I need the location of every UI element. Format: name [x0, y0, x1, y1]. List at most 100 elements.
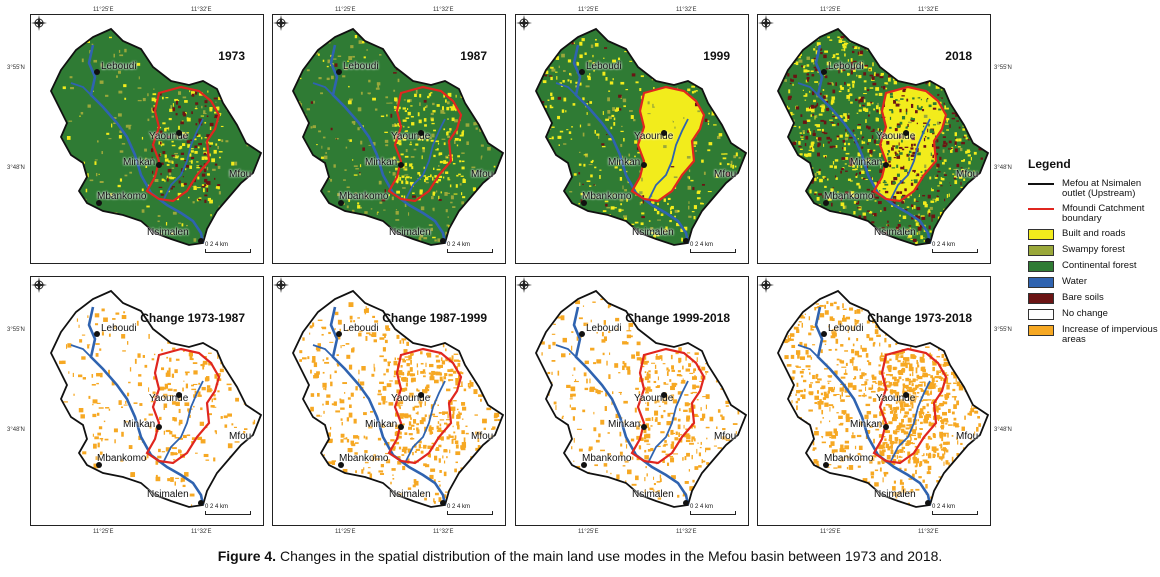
landcover-patch — [931, 187, 934, 192]
landcover-patch — [960, 186, 963, 188]
landcover-patch — [814, 173, 817, 177]
landcover-patch — [418, 237, 422, 241]
landcover-patch — [805, 349, 809, 355]
landcover-patch — [900, 163, 905, 166]
landcover-patch — [205, 181, 209, 185]
landcover-patch — [872, 238, 875, 240]
landcover-patch — [863, 226, 867, 228]
landcover-patch — [162, 122, 166, 125]
landcover-patch — [637, 151, 642, 154]
landcover-patch — [168, 394, 174, 397]
landcover-patch — [739, 441, 743, 443]
landcover-patch — [740, 429, 745, 431]
landcover-patch — [908, 408, 912, 411]
landcover-patch — [489, 185, 491, 189]
landcover-patch — [554, 473, 559, 476]
landcover-patch — [692, 391, 697, 394]
landcover-patch — [686, 156, 691, 159]
landcover-patch — [790, 113, 795, 115]
landcover-patch — [348, 448, 352, 453]
landcover-patch — [432, 207, 435, 211]
landcover-patch — [693, 205, 697, 210]
landcover-patch — [174, 437, 180, 439]
landcover-patch — [547, 325, 549, 328]
landcover-patch — [400, 153, 404, 156]
landcover-patch — [452, 410, 455, 415]
landcover-patch — [907, 123, 909, 128]
landcover-patch — [432, 102, 435, 106]
landcover-patch — [325, 400, 329, 405]
landcover-patch — [698, 218, 703, 223]
landcover-patch — [650, 447, 654, 452]
landcover-patch — [494, 412, 500, 417]
landcover-patch — [253, 100, 257, 102]
landcover-patch — [360, 140, 363, 145]
landcover-patch — [872, 128, 875, 132]
landcover-patch — [884, 63, 889, 65]
north-arrow-icon — [516, 277, 532, 293]
landcover-patch — [465, 425, 468, 428]
landcover-patch — [58, 305, 62, 308]
landcover-patch — [190, 150, 194, 153]
landcover-patch — [238, 211, 242, 214]
landcover-patch — [720, 356, 724, 361]
landcover-patch — [915, 222, 919, 226]
landcover-patch — [629, 60, 633, 62]
landcover-patch — [573, 173, 577, 176]
landcover-patch — [973, 151, 977, 155]
landcover-patch — [616, 474, 620, 480]
landcover-patch — [300, 62, 303, 65]
landcover-patch — [97, 226, 100, 229]
landcover-patch — [968, 119, 971, 124]
landcover-patch — [951, 117, 956, 120]
landcover-patch — [719, 113, 721, 115]
landcover-patch — [601, 339, 606, 343]
landcover-patch — [82, 451, 87, 455]
landcover-patch — [183, 160, 187, 162]
landcover-patch — [150, 400, 156, 403]
landcover-patch — [612, 78, 614, 81]
landcover-patch — [563, 443, 566, 448]
landcover-patch — [592, 62, 595, 65]
landcover-patch — [493, 328, 497, 334]
landcover-patch — [808, 106, 810, 109]
landcover-patch — [155, 476, 161, 482]
map-panel: 1987 11°25'E 11°32'E Leboudi Yaounde Minkan Mf… — [272, 7, 506, 264]
landcover-patch — [844, 191, 849, 194]
landcover-patch — [542, 227, 545, 231]
landcover-patch — [803, 187, 806, 190]
landcover-patch — [932, 59, 937, 62]
landcover-patch — [405, 177, 407, 181]
landcover-patch — [866, 188, 870, 191]
longitude-tick-label: 11°25'E — [578, 7, 599, 13]
landcover-patch — [123, 84, 127, 88]
landcover-patch — [243, 431, 246, 434]
landcover-patch — [800, 231, 803, 235]
landcover-patch — [960, 170, 964, 173]
landcover-patch — [808, 316, 811, 321]
landcover-patch — [182, 53, 186, 56]
landcover-patch — [434, 140, 439, 143]
landcover-patch — [370, 208, 373, 210]
landcover-patch — [665, 492, 667, 495]
landcover-patch — [954, 180, 958, 185]
landcover-patch — [842, 45, 847, 49]
landcover-patch — [453, 353, 459, 355]
landcover-patch — [922, 194, 926, 197]
landcover-patch — [813, 130, 815, 133]
landcover-patch — [440, 191, 442, 194]
city-label-mbankomo: Mbankomo — [97, 453, 147, 464]
landcover-patch — [940, 130, 943, 134]
landcover-patch — [866, 165, 869, 168]
landcover-patch — [937, 129, 940, 133]
landcover-patch — [177, 449, 181, 454]
landcover-patch — [392, 54, 396, 56]
landcover-patch — [569, 404, 571, 408]
landcover-patch — [340, 489, 346, 493]
landcover-patch — [896, 173, 900, 177]
landcover-patch — [977, 38, 982, 41]
landcover-patch — [406, 377, 409, 383]
landcover-patch — [857, 200, 860, 205]
landcover-patch — [863, 92, 867, 95]
landcover-patch — [976, 53, 980, 57]
